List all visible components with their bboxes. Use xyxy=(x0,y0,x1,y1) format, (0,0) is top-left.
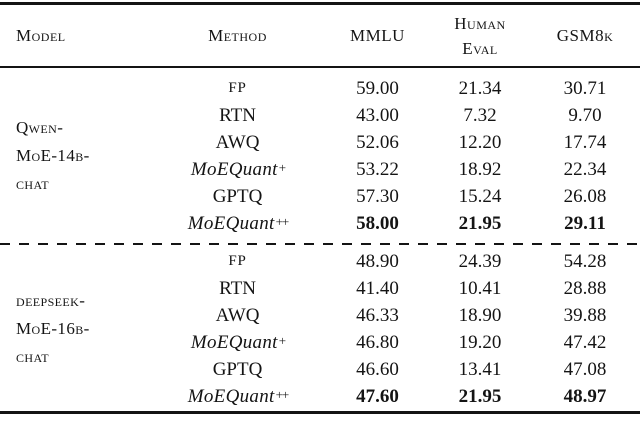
gsm8k-score: 22.34 xyxy=(563,158,607,180)
humaneval-score: 7.32 xyxy=(463,104,497,126)
column-header-humaneval-line1: Human xyxy=(454,13,506,33)
gsm8k-score: 9.70 xyxy=(568,104,602,126)
column-header-gsm8k: GSM8k xyxy=(530,23,640,48)
model-name-line: deepseek- xyxy=(16,291,86,310)
mmlu-score: 46.33 xyxy=(356,304,399,326)
model-name-line: Qwen- xyxy=(16,118,64,137)
model-name-line: MoE-14b- xyxy=(16,146,90,165)
table-bottom-rule xyxy=(0,411,640,414)
gsm8k-score: 30.71 xyxy=(563,77,607,99)
humaneval-score-best: 21.95 xyxy=(458,212,502,234)
mmlu-score: 46.80 xyxy=(356,331,399,353)
mmlu-score-best: 47.60 xyxy=(356,385,399,407)
method-superscript: + xyxy=(278,159,286,175)
model-group-qwen-moe-14b-chat: Qwen- MoE-14b- chat FP 59.00 21.34 30.71… xyxy=(0,68,640,243)
method-name: MoEQuant xyxy=(190,331,278,353)
method-label: RTN xyxy=(219,104,256,126)
method-superscript: ++ xyxy=(275,386,290,402)
mmlu-score: 57.30 xyxy=(356,185,399,207)
column-header-model-label: Model xyxy=(16,26,66,45)
model-group-deepseek-moe-16b-chat: deepseek- MoE-16b- chat FP 48.90 24.39 5… xyxy=(0,245,640,411)
gsm8k-score: 47.08 xyxy=(563,358,607,380)
mmlu-score-best: 58.00 xyxy=(356,212,399,234)
method-label: AWQ xyxy=(215,304,260,326)
method-superscript: ++ xyxy=(275,213,290,229)
mmlu-score: 46.60 xyxy=(356,358,399,380)
humaneval-score: 15.24 xyxy=(458,185,502,207)
method-label: FP xyxy=(228,253,247,269)
column-header-mmlu: MMLU xyxy=(325,23,430,48)
gsm8k-score: 39.88 xyxy=(563,304,607,326)
method-name: MoEQuant xyxy=(187,385,275,407)
method-label: AWQ xyxy=(215,131,260,153)
method-label: FP xyxy=(228,80,247,96)
mmlu-score: 59.00 xyxy=(356,77,399,99)
humaneval-score: 13.41 xyxy=(458,358,502,380)
mmlu-score: 52.06 xyxy=(356,131,399,153)
column-header-mmlu-label: MMLU xyxy=(350,26,405,45)
humaneval-score: 19.20 xyxy=(458,331,502,353)
method-superscript: + xyxy=(278,332,286,348)
method-name: MoEQuant xyxy=(190,158,278,180)
humaneval-score: 24.39 xyxy=(458,250,502,272)
mmlu-score: 41.40 xyxy=(356,277,399,299)
column-header-humaneval: Human Eval xyxy=(430,11,530,61)
humaneval-score: 18.92 xyxy=(458,158,502,180)
column-header-humaneval-line2: Eval xyxy=(462,38,498,58)
gsm8k-score: 17.74 xyxy=(563,131,607,153)
column-header-method: Method xyxy=(150,23,325,48)
gsm8k-score-best: 29.11 xyxy=(564,212,606,234)
method-label: GPTQ xyxy=(212,185,263,207)
group-separator-dashed-rule xyxy=(0,243,640,245)
humaneval-score: 12.20 xyxy=(458,131,502,153)
column-header-model: Model xyxy=(0,23,150,48)
gsm8k-score: 26.08 xyxy=(563,185,607,207)
mmlu-score: 48.90 xyxy=(356,250,399,272)
method-label-moequant-plusplus: MoEQuant ++ xyxy=(150,210,325,237)
method-label: RTN xyxy=(219,277,256,299)
method-label-moequant-plusplus: MoEQuant ++ xyxy=(150,383,325,410)
table-top-rule xyxy=(0,2,640,5)
method-label-moequant-plus: MoEQuant + xyxy=(150,329,325,356)
model-name-deepseek-moe-16b-chat: deepseek- MoE-16b- chat xyxy=(0,248,150,410)
humaneval-score: 21.34 xyxy=(458,77,502,99)
mmlu-score: 43.00 xyxy=(356,104,399,126)
column-header-method-label: Method xyxy=(208,26,267,45)
model-name-line: chat xyxy=(16,174,49,193)
method-label-moequant-plus: MoEQuant + xyxy=(150,156,325,183)
gsm8k-score: 54.28 xyxy=(563,250,607,272)
model-name-line: MoE-16b- xyxy=(16,319,90,338)
model-name-line: chat xyxy=(16,347,49,366)
method-name: MoEQuant xyxy=(187,212,275,234)
humaneval-score-best: 21.95 xyxy=(458,385,502,407)
model-name-qwen-moe-14b-chat: Qwen- MoE-14b- chat xyxy=(0,75,150,237)
humaneval-score: 10.41 xyxy=(458,277,502,299)
table-header-row: Model Method MMLU Human Eval GSM8k xyxy=(0,5,640,66)
gsm8k-score-best: 48.97 xyxy=(563,385,607,407)
method-label: GPTQ xyxy=(212,358,263,380)
humaneval-score: 18.90 xyxy=(458,304,502,326)
gsm8k-score: 28.88 xyxy=(563,277,607,299)
gsm8k-score: 47.42 xyxy=(563,331,607,353)
column-header-gsm8k-label: GSM8k xyxy=(556,26,614,45)
header-separator-rule xyxy=(0,66,640,68)
mmlu-score: 53.22 xyxy=(356,158,399,180)
